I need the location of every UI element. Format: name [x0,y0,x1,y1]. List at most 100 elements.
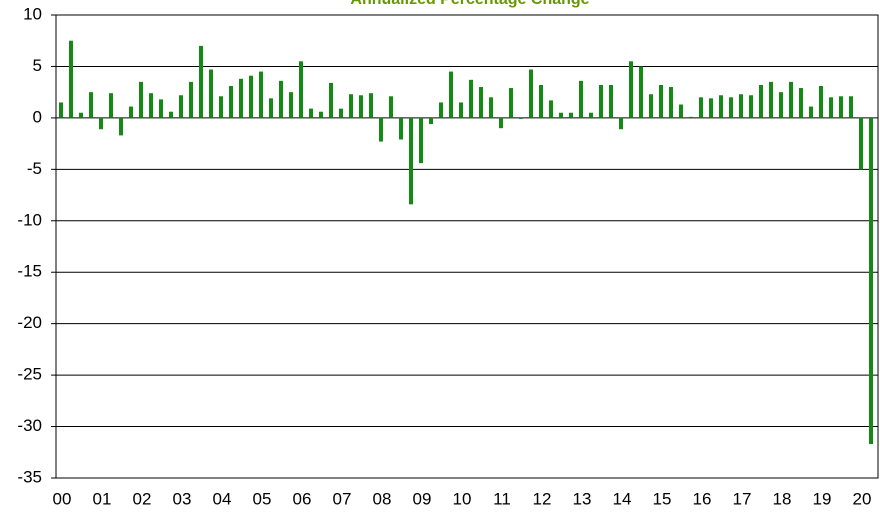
x-tick-label: 16 [693,489,712,508]
bar [249,75,253,118]
x-tick-label: 14 [613,489,632,508]
y-tick-label: -15 [17,262,42,281]
bar [329,82,333,118]
bar [339,108,343,118]
bar [689,116,693,118]
chart-title: Annualized Percentage Change [350,0,589,8]
bar [769,81,773,118]
bar [119,117,123,136]
x-tick-label: 06 [293,489,312,508]
bar [149,93,153,118]
bar [259,71,263,118]
bar [409,117,413,205]
x-tick-label: 08 [373,489,392,508]
x-tick-label: 00 [53,489,72,508]
bar [129,106,133,118]
y-tick-label: -35 [17,467,42,486]
bar [559,112,563,118]
y-tick-label: 0 [33,107,42,126]
bar [199,45,203,118]
bar [649,94,653,118]
bar [419,117,423,164]
bar [229,85,233,118]
bar [619,117,623,130]
bar [489,97,493,118]
bar [709,98,713,118]
bar [599,84,603,118]
bar [269,98,273,118]
bar [639,66,643,118]
bar [839,96,843,118]
bar [169,111,173,118]
bar [789,81,793,118]
bar [389,96,393,118]
bar [79,112,83,118]
bar [349,94,353,118]
x-tick-label: 18 [773,489,792,508]
bar [429,117,433,125]
y-tick-label: -30 [17,416,42,435]
bar [679,104,683,118]
bar [239,78,243,118]
bar [219,96,223,118]
bar [699,97,703,118]
bar [659,84,663,118]
bar [509,88,513,118]
bar [799,88,803,118]
bar [729,97,733,118]
bar [579,80,583,118]
y-tick-label: -20 [17,313,42,332]
x-tick-label: 19 [813,489,832,508]
x-tick-label: 15 [653,489,672,508]
x-tick-label: 13 [573,489,592,508]
bar [399,117,403,140]
bar [499,117,503,129]
bar [779,92,783,118]
x-tick-label: 10 [453,489,472,508]
bar [609,84,613,118]
bar [549,100,553,118]
bar [629,61,633,118]
x-tick-label: 04 [213,489,232,508]
x-tick-label: 05 [253,489,272,508]
bar [209,69,213,118]
bar [359,95,363,118]
plot-border [55,14,879,479]
bar [159,99,163,118]
bar [759,84,763,118]
bar [139,81,143,118]
bar [739,94,743,118]
bar [829,97,833,118]
y-tick-label: -5 [27,159,42,178]
x-tick-label: 20 [853,489,872,508]
x-tick-label: 07 [333,489,352,508]
bar [529,69,533,118]
bar [719,95,723,118]
x-tick-label: 02 [133,489,152,508]
bar [109,93,113,118]
x-tick-label: 03 [173,489,192,508]
bar [449,71,453,118]
bar [279,80,283,118]
bar [309,108,313,118]
bar [819,85,823,118]
x-tick-label: 17 [733,489,752,508]
bar [569,112,573,118]
x-tick-label: 01 [93,489,112,508]
y-tick-label: 5 [33,56,42,75]
y-tick-label: 10 [23,4,42,23]
y-tick-label: -25 [17,365,42,384]
bar [589,112,593,118]
bar [99,117,103,130]
bar [749,95,753,118]
x-tick-label: 11 [493,489,511,508]
bar [519,117,523,119]
bar [69,40,73,118]
bar [369,93,373,118]
bar [179,95,183,118]
bar [669,87,673,118]
bar [59,102,63,118]
bar [189,81,193,118]
